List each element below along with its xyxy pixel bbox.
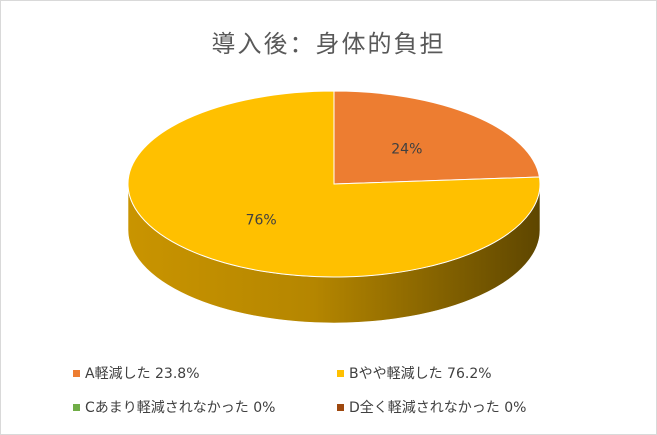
- legend-swatch-d: [337, 403, 344, 411]
- legend-label-c: Cあまり軽減されなかった 0%: [85, 400, 276, 416]
- data-label-1: 76%: [246, 212, 277, 228]
- legend-label-a: A軽減した 23.8%: [85, 366, 200, 382]
- legend-item-a: A軽減した 23.8%: [73, 363, 200, 383]
- legend-item-d: D全く軽減されなかった 0%: [337, 397, 526, 417]
- legend-item-c: Cあまり軽減されなかった 0%: [73, 397, 275, 417]
- legend-swatch-a: [73, 369, 80, 377]
- legend-swatch-b: [337, 369, 344, 377]
- legend-swatch-c: [73, 403, 80, 411]
- pie-slice-0: [333, 90, 541, 185]
- legend-label-d: D全く軽減されなかった 0%: [349, 400, 527, 416]
- legend-item-b: Bやや軽減した 76.2%: [337, 363, 492, 383]
- legend-label-b: Bやや軽減した 76.2%: [349, 366, 492, 382]
- pie-slice-1: [127, 90, 541, 278]
- chart-title: 導入後：身体的負担: [211, 30, 446, 58]
- data-label-0: 24%: [391, 142, 422, 158]
